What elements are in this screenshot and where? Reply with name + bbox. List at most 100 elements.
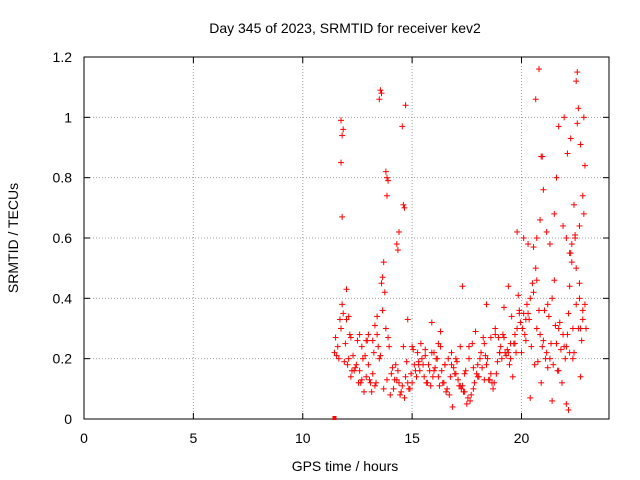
data-point	[484, 355, 491, 362]
data-point	[370, 349, 377, 356]
data-point	[409, 343, 416, 350]
data-point	[422, 346, 429, 353]
data-point	[352, 364, 359, 371]
data-point	[573, 78, 580, 85]
data-point	[433, 355, 440, 362]
data-point	[505, 349, 512, 356]
data-point	[394, 367, 401, 374]
data-point	[380, 385, 387, 392]
data-point	[577, 141, 584, 148]
data-point	[378, 280, 385, 287]
y-tick-label: 0.6	[53, 230, 73, 246]
data-point	[554, 367, 561, 374]
data-point	[506, 361, 513, 368]
data-point	[423, 379, 430, 386]
data-point	[528, 343, 535, 350]
data-point	[577, 373, 584, 380]
data-point	[480, 334, 487, 341]
data-point	[356, 331, 363, 338]
data-point	[548, 340, 555, 347]
data-point	[492, 331, 499, 338]
data-point	[331, 349, 338, 356]
x-tick-label: 0	[80, 430, 88, 446]
data-point	[556, 319, 563, 326]
data-point	[382, 325, 389, 332]
data-point	[400, 201, 407, 208]
data-point	[445, 355, 452, 362]
data-point	[460, 388, 467, 395]
data-point	[530, 244, 537, 251]
data-point	[421, 373, 428, 380]
data-point	[579, 307, 586, 314]
data-point	[576, 280, 583, 287]
data-point	[386, 343, 393, 350]
data-point	[482, 352, 489, 359]
data-point	[508, 313, 515, 320]
data-point	[468, 391, 475, 398]
data-point	[461, 370, 468, 377]
data-point	[379, 307, 386, 314]
data-point	[438, 367, 445, 374]
data-point	[441, 361, 448, 368]
data-point	[514, 325, 521, 332]
data-point	[522, 316, 529, 323]
data-point	[529, 280, 536, 287]
data-point	[501, 304, 507, 311]
data-point	[464, 394, 471, 401]
data-point	[503, 352, 510, 359]
data-point	[565, 406, 572, 413]
data-point	[545, 313, 552, 320]
data-point	[533, 325, 540, 332]
data-point	[375, 343, 382, 350]
data-point	[558, 379, 565, 386]
data-point	[560, 222, 567, 229]
data-point	[557, 346, 564, 353]
data-point	[435, 340, 442, 347]
data-point	[345, 355, 352, 362]
y-tick-label: 0.8	[53, 170, 73, 186]
data-point	[576, 222, 583, 229]
data-point	[470, 364, 477, 371]
data-point	[571, 201, 577, 208]
data-point	[563, 400, 570, 407]
data-point	[446, 391, 453, 398]
data-point	[389, 364, 396, 371]
data-point	[536, 307, 542, 314]
data-point	[455, 376, 462, 383]
data-point	[410, 346, 417, 353]
data-point	[551, 210, 558, 217]
data-point	[499, 331, 506, 338]
data-point	[521, 331, 528, 338]
data-point	[566, 250, 573, 257]
data-point	[474, 373, 481, 380]
data-point	[341, 358, 348, 365]
data-point	[536, 66, 542, 73]
data-point	[527, 295, 534, 302]
data-point	[541, 307, 548, 314]
data-point	[516, 307, 523, 314]
data-point	[363, 337, 370, 344]
data-point	[361, 388, 367, 395]
data-point	[564, 331, 571, 338]
data-point	[471, 379, 478, 386]
data-point	[544, 301, 551, 308]
data-point	[376, 96, 383, 103]
data-point	[426, 367, 433, 374]
data-point	[469, 340, 476, 347]
y-tick-label: 0.4	[53, 290, 73, 306]
data-point	[488, 379, 495, 386]
data-point	[481, 340, 488, 347]
data-point	[365, 361, 372, 368]
data-point	[530, 289, 537, 296]
x-tick-label: 10	[295, 430, 311, 446]
data-point	[478, 349, 485, 356]
data-point	[422, 352, 429, 359]
data-point	[347, 373, 354, 380]
data-point	[550, 361, 557, 368]
data-point	[518, 349, 525, 356]
data-point	[404, 379, 411, 386]
data-point	[481, 376, 488, 383]
data-point	[551, 277, 558, 284]
data-point	[492, 325, 499, 332]
